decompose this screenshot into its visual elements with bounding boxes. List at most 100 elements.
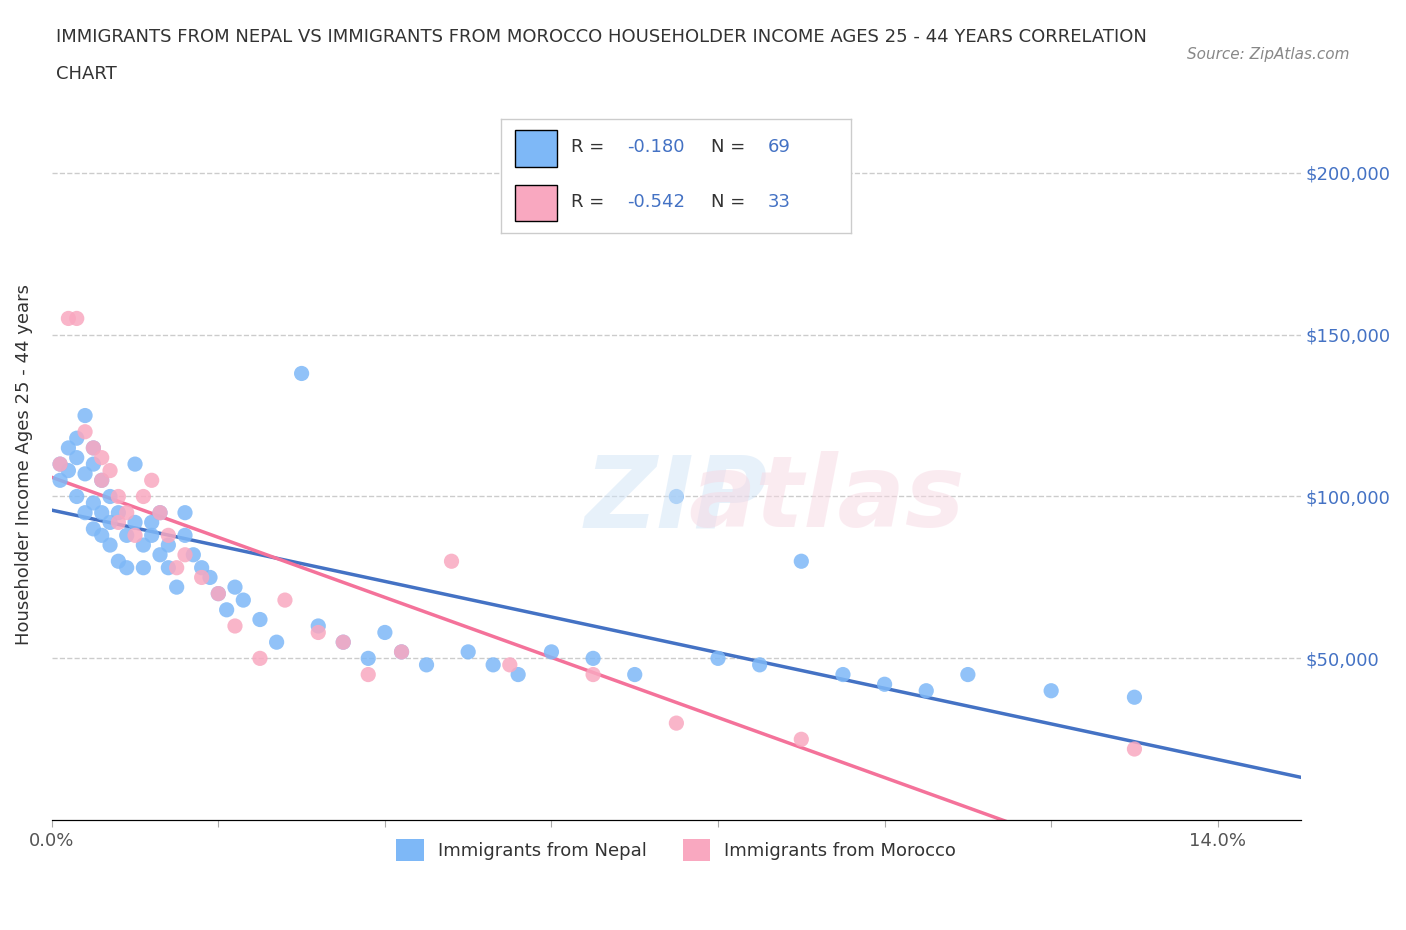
Point — [98, 538, 121, 552]
Point — [190, 560, 212, 575]
Point — [66, 489, 89, 504]
Point — [440, 553, 463, 568]
Point — [232, 592, 254, 607]
Point — [198, 570, 221, 585]
Point — [75, 408, 97, 423]
Point — [291, 366, 314, 381]
Point — [49, 457, 72, 472]
Point — [90, 505, 112, 520]
Point — [157, 560, 180, 575]
Point — [90, 472, 112, 487]
Point — [49, 457, 72, 472]
Point — [274, 592, 297, 607]
Point — [357, 667, 380, 682]
Point — [82, 441, 104, 456]
Point — [665, 716, 688, 731]
Point — [307, 625, 329, 640]
Point — [790, 732, 813, 747]
Point — [132, 538, 155, 552]
Point — [174, 548, 197, 563]
Point — [75, 505, 97, 520]
Y-axis label: Householder Income Ages 25 - 44 years: Householder Income Ages 25 - 44 years — [15, 284, 32, 644]
Point — [66, 450, 89, 465]
Point — [249, 612, 271, 627]
Point — [166, 560, 188, 575]
Point — [582, 667, 605, 682]
Point — [132, 489, 155, 504]
Point — [1123, 690, 1146, 705]
Point — [266, 635, 288, 650]
Point — [665, 489, 688, 504]
Point — [623, 667, 645, 682]
Point — [58, 463, 80, 478]
Point — [107, 505, 129, 520]
Point — [124, 457, 146, 472]
Point — [224, 579, 246, 594]
Point — [90, 450, 112, 465]
Point — [224, 618, 246, 633]
Point — [90, 528, 112, 543]
Point — [141, 515, 163, 530]
Point — [332, 635, 354, 650]
Point — [82, 522, 104, 537]
Point — [115, 560, 138, 575]
Point — [174, 505, 197, 520]
Point — [215, 603, 238, 618]
Point — [66, 311, 89, 325]
Point — [207, 586, 229, 601]
Point — [183, 548, 205, 563]
Point — [332, 635, 354, 650]
Point — [115, 505, 138, 520]
Point — [207, 586, 229, 601]
Point — [107, 515, 129, 530]
Point — [1040, 684, 1063, 698]
Point — [707, 651, 730, 666]
Point — [482, 658, 505, 672]
Point — [90, 472, 112, 487]
Point — [75, 424, 97, 439]
Point — [58, 311, 80, 325]
Point — [107, 489, 129, 504]
Point — [391, 644, 413, 659]
Point — [141, 528, 163, 543]
Point — [873, 677, 896, 692]
Point — [157, 528, 180, 543]
Point — [115, 528, 138, 543]
Point — [149, 548, 172, 563]
Legend: Immigrants from Nepal, Immigrants from Morocco: Immigrants from Nepal, Immigrants from M… — [389, 831, 963, 869]
Point — [75, 466, 97, 481]
Point — [58, 441, 80, 456]
Text: atlas: atlas — [688, 451, 965, 548]
Point — [790, 553, 813, 568]
Point — [457, 644, 479, 659]
Point — [174, 528, 197, 543]
Point — [98, 463, 121, 478]
Point — [582, 651, 605, 666]
Point — [141, 472, 163, 487]
Point — [508, 667, 530, 682]
Point — [540, 644, 562, 659]
Point — [1123, 741, 1146, 756]
Text: ZIP: ZIP — [585, 451, 768, 548]
Point — [832, 667, 855, 682]
Point — [149, 505, 172, 520]
Point — [149, 505, 172, 520]
Text: Source: ZipAtlas.com: Source: ZipAtlas.com — [1187, 46, 1350, 61]
Point — [748, 658, 770, 672]
Point — [82, 441, 104, 456]
Point — [956, 667, 979, 682]
Point — [307, 618, 329, 633]
Point — [66, 431, 89, 445]
Point — [49, 472, 72, 487]
Point — [107, 553, 129, 568]
Point — [98, 489, 121, 504]
Point — [157, 538, 180, 552]
Point — [98, 515, 121, 530]
Point — [124, 515, 146, 530]
Point — [166, 579, 188, 594]
Point — [124, 528, 146, 543]
Text: IMMIGRANTS FROM NEPAL VS IMMIGRANTS FROM MOROCCO HOUSEHOLDER INCOME AGES 25 - 44: IMMIGRANTS FROM NEPAL VS IMMIGRANTS FROM… — [56, 28, 1147, 46]
Point — [499, 658, 522, 672]
Point — [391, 644, 413, 659]
Point — [190, 570, 212, 585]
